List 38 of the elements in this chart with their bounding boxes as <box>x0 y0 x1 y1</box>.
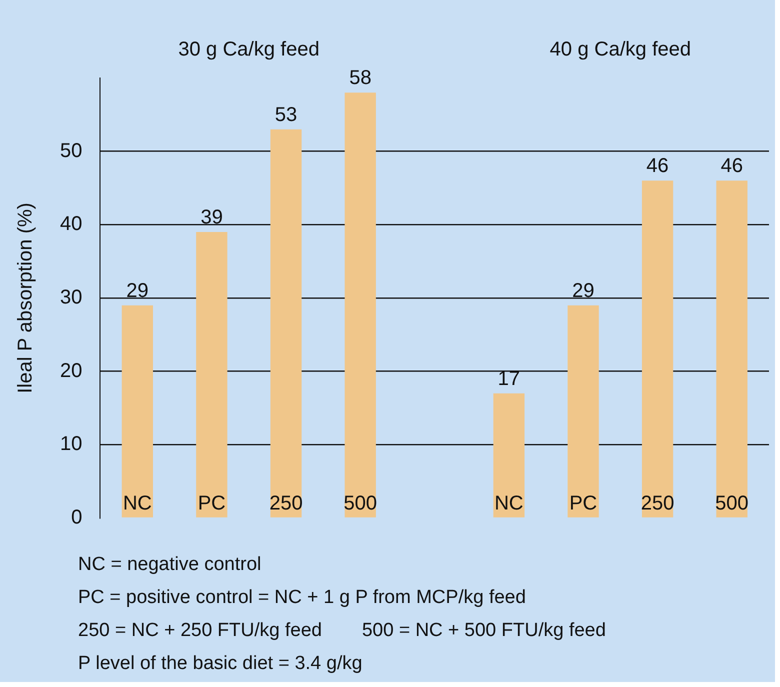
text: 250 = NC + 250 FTU/kg feed <box>78 619 322 643</box>
data-label: 29 <box>126 280 149 302</box>
bar <box>270 129 302 518</box>
y-tick-label: 10 <box>60 433 82 456</box>
y-tick-label: 0 <box>71 506 82 529</box>
data-label: 17 <box>498 368 520 390</box>
text: 500 = NC + 500 FTU/kg feed <box>362 619 606 643</box>
x-tick-label: NC <box>494 492 524 515</box>
bar <box>493 393 525 518</box>
bar <box>568 305 599 518</box>
x-tick-label: NC <box>122 492 152 515</box>
data-label: 46 <box>646 155 669 178</box>
x-tick-label: 500 <box>344 492 378 515</box>
text: PC = positive control = NC + 1 g P from MCP/kg feed <box>78 586 526 610</box>
x-tick-label: 500 <box>715 492 749 515</box>
data-label: 39 <box>200 206 223 229</box>
data-label: 46 <box>720 155 743 178</box>
text: 40 g Ca/kg feed <box>550 38 691 61</box>
y-axis-title: Ileal P absorption (%) <box>14 202 37 394</box>
text: P level of the basic diet = 3.4 g/kg <box>78 652 362 676</box>
bar <box>642 180 674 518</box>
bar <box>716 180 748 518</box>
y-tick-label: 30 <box>60 286 82 309</box>
bar <box>344 92 376 518</box>
x-tick-label: PC <box>198 492 226 515</box>
data-label: 58 <box>349 67 372 90</box>
y-tick-label: 50 <box>60 140 82 162</box>
bar <box>122 305 154 518</box>
text: 30 g Ca/kg feed <box>178 38 320 61</box>
x-tick-label: 250 <box>269 492 303 515</box>
data-label: 29 <box>572 280 594 302</box>
y-tick-label: 20 <box>60 360 82 382</box>
y-tick-label: 40 <box>60 213 82 236</box>
data-label: 53 <box>274 104 298 126</box>
x-tick-label: 250 <box>640 492 674 515</box>
x-tick-label: PC <box>569 492 598 515</box>
bar <box>196 232 228 518</box>
text: NC = negative control <box>78 553 262 577</box>
